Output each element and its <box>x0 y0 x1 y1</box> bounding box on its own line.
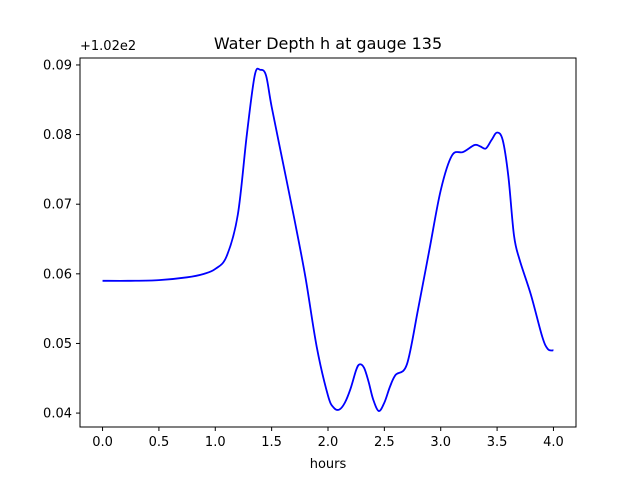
series-line-0 <box>102 67 554 412</box>
series-layer <box>102 67 554 412</box>
chart-title: Water Depth h at gauge 135 <box>214 34 442 53</box>
x-tick-label: 2.0 <box>318 435 339 450</box>
x-tick-label: 2.5 <box>374 435 395 450</box>
y-tick-label: 0.08 <box>43 128 72 143</box>
plot-area <box>80 58 576 427</box>
x-tick-label: 0.0 <box>92 435 113 450</box>
x-ticks: 0.0 0.5 1.0 1.5 2.0 2.5 3.0 3.5 4.0 <box>92 427 564 450</box>
y-axis-offset-label: +1.02e2 <box>80 39 136 54</box>
y-tick-label: 0.07 <box>43 198 72 213</box>
x-tick-label: 0.5 <box>149 435 170 450</box>
y-tick-label: 0.09 <box>43 58 72 73</box>
y-tick-label: 0.04 <box>43 407 72 422</box>
x-tick-label: 3.5 <box>487 435 508 450</box>
x-tick-label: 3.0 <box>430 435 451 450</box>
x-tick-label: 4.0 <box>543 435 564 450</box>
y-tick-label: 0.05 <box>43 337 72 352</box>
y-tick-label: 0.06 <box>43 267 72 282</box>
x-axis-label: hours <box>310 457 347 472</box>
x-tick-label: 1.0 <box>205 435 226 450</box>
x-tick-label: 1.5 <box>261 435 282 450</box>
y-ticks: 0.04 0.05 0.06 0.07 0.08 0.09 <box>43 58 80 422</box>
